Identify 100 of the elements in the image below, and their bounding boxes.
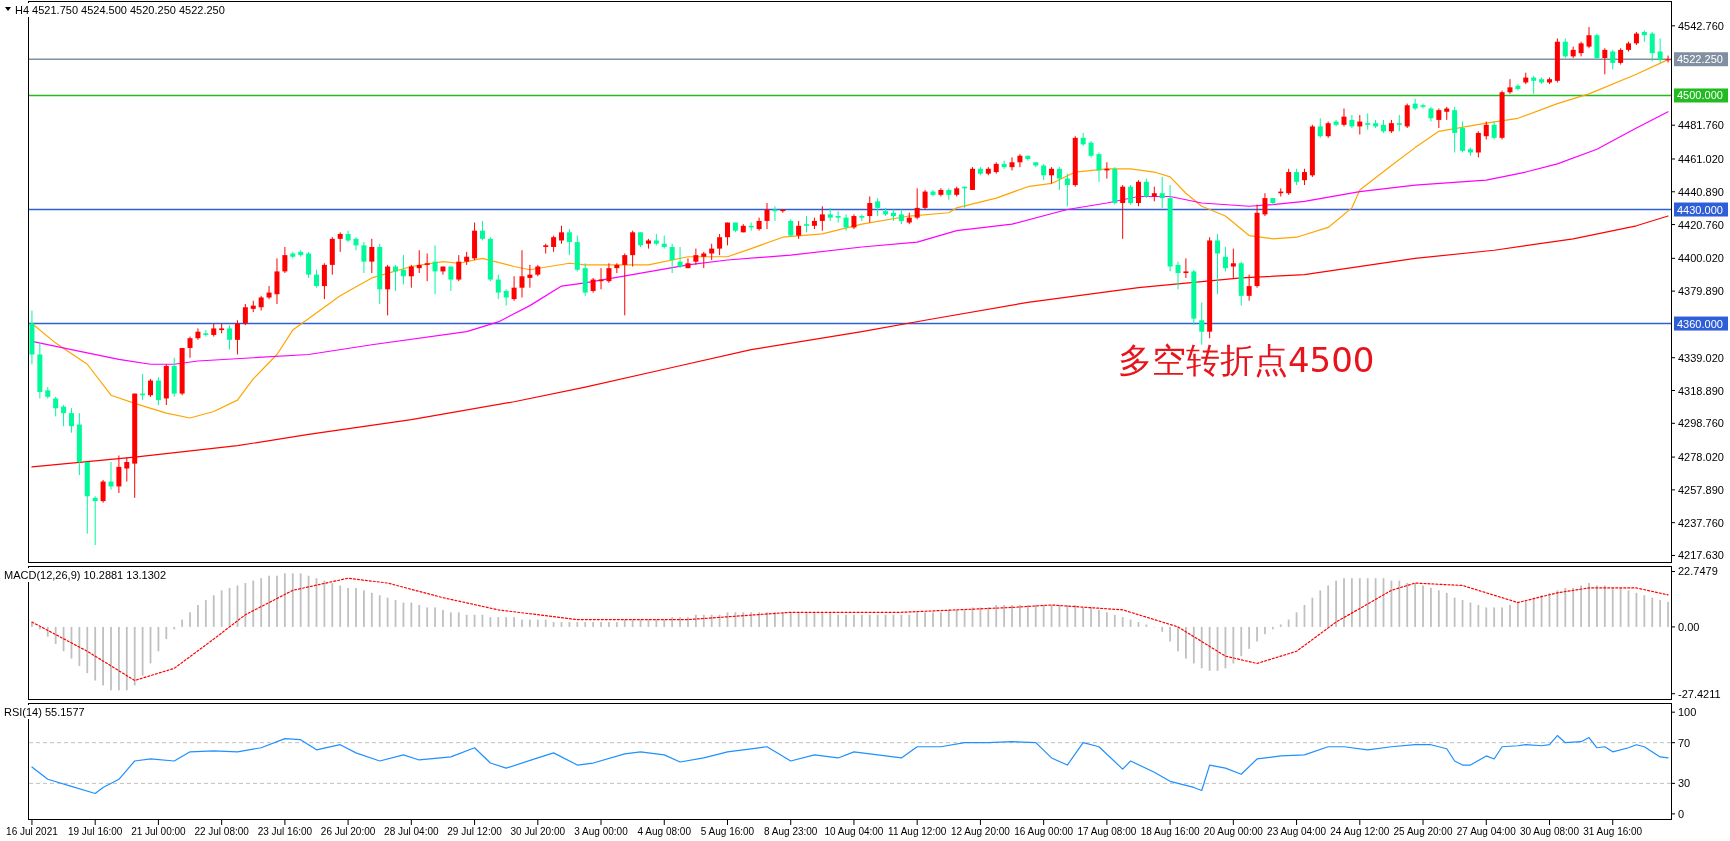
candlestick	[1286, 168, 1292, 196]
candlestick	[1230, 248, 1236, 279]
candlestick	[234, 319, 240, 355]
candlestick	[835, 210, 841, 224]
y-tick-label: 4298.760	[1678, 417, 1724, 430]
candlestick	[1317, 117, 1323, 139]
candlestick	[495, 274, 501, 300]
chart-title: MACD(12,26,9) 10.2881 13.1302	[4, 569, 167, 581]
candlestick	[622, 252, 628, 316]
x-tick-label: 22 Jul 08:00	[194, 826, 250, 837]
chart-title: RSI(14) 55.1577	[4, 706, 85, 718]
y-tick-label: 4379.890	[1678, 285, 1724, 298]
candlestick	[1657, 37, 1663, 64]
candlestick	[511, 275, 517, 302]
candlestick	[970, 166, 976, 191]
candlestick	[1349, 114, 1355, 129]
y-tick-label: 4237.760	[1678, 516, 1724, 529]
candlestick	[1562, 37, 1568, 59]
candlestick	[1412, 98, 1418, 111]
candlestick	[606, 262, 612, 284]
candlestick	[1586, 26, 1592, 49]
candlestick	[61, 404, 67, 427]
x-tick-label: 4 Aug 08:00	[637, 826, 692, 837]
x-tick-label: 10 Aug 04:00	[824, 826, 884, 837]
candlestick	[717, 233, 723, 256]
candlestick	[1017, 153, 1023, 168]
candlestick	[361, 241, 367, 274]
x-tick-label: 16 Jul 2021	[6, 826, 59, 837]
candlestick	[1222, 246, 1228, 272]
candlestick	[1246, 274, 1252, 302]
candlestick	[819, 205, 825, 232]
y-tick-label: 100	[1678, 706, 1697, 719]
x-tick-label: 29 Jul 12:00	[447, 826, 503, 837]
candlestick	[416, 249, 422, 274]
y-tick-label: 4257.890	[1678, 483, 1724, 496]
x-tick-label: 18 Aug 16:00	[1140, 826, 1201, 837]
x-tick-label: 3 Aug 00:00	[574, 826, 629, 837]
candlestick	[1143, 178, 1149, 199]
y-tick-label: 70	[1678, 736, 1691, 749]
candlestick	[92, 495, 98, 546]
candlestick	[369, 238, 375, 274]
candlestick	[306, 251, 312, 279]
ref-line-label: 4500.000	[1677, 89, 1723, 102]
y-tick-label: 4400.020	[1678, 252, 1724, 265]
candlestick	[408, 264, 414, 289]
candlestick	[1341, 108, 1347, 127]
y-tick-label: 4318.890	[1678, 384, 1724, 397]
candlestick	[1262, 192, 1268, 217]
candlestick	[1460, 121, 1466, 153]
candlestick	[282, 246, 288, 274]
x-tick-label: 21 Jul 00:00	[131, 826, 187, 837]
candlestick	[1199, 301, 1205, 346]
candlestick	[1665, 55, 1671, 63]
candlestick	[867, 195, 873, 224]
candlestick	[1602, 47, 1608, 75]
candlestick	[321, 262, 327, 300]
candlestick	[527, 264, 533, 289]
x-tick-label: 17 Aug 08:00	[1077, 826, 1137, 837]
chart-title: H4 4521.750 4524.500 4520.250 4522.250	[15, 4, 225, 16]
candlestick	[187, 336, 193, 359]
candlestick	[274, 257, 280, 305]
x-tick-label: 16 Aug 00:00	[1014, 826, 1074, 837]
candlestick	[1365, 112, 1371, 131]
candlestick	[1183, 257, 1189, 279]
candlestick	[1475, 130, 1481, 158]
candlestick	[630, 230, 636, 268]
x-tick-label: 25 Aug 20:00	[1393, 826, 1453, 837]
candlestick	[1009, 156, 1015, 171]
candlestick	[1436, 108, 1442, 129]
x-tick-label: 30 Aug 08:00	[1520, 826, 1580, 837]
candlestick	[1159, 176, 1165, 209]
candlestick	[1649, 31, 1655, 62]
ref-line-label: 4360.000	[1677, 317, 1723, 330]
candlestick	[566, 228, 572, 256]
candlestick	[242, 303, 248, 326]
x-tick-label: 23 Jul 16:00	[257, 826, 313, 837]
candlestick	[669, 243, 675, 274]
ref-line-label: 4522.250	[1677, 53, 1723, 66]
annotation: 多空转折点4500	[1117, 339, 1375, 380]
candlestick	[456, 254, 462, 282]
y-tick-label: 4481.760	[1678, 119, 1724, 132]
line-series	[31, 734, 1669, 795]
candlestick	[1515, 83, 1521, 92]
line-series	[31, 59, 1669, 419]
candlestick	[1064, 173, 1070, 207]
y-tick-label: 4461.020	[1678, 152, 1724, 165]
x-tick-label: 20 Aug 00:00	[1203, 826, 1264, 837]
x-tick-label: 23 Aug 04:00	[1267, 826, 1327, 837]
y-tick-label: 4278.020	[1678, 451, 1724, 464]
candlestick	[914, 187, 920, 220]
candlestick	[155, 376, 161, 406]
candlestick	[1128, 184, 1134, 206]
candlestick	[68, 407, 74, 434]
candlestick	[1215, 233, 1221, 295]
candlestick	[1404, 103, 1410, 129]
candlestick	[432, 244, 438, 295]
candlestick	[353, 236, 359, 251]
candlestick	[1507, 78, 1513, 95]
candlestick	[859, 213, 865, 222]
candlestick	[1056, 166, 1062, 191]
